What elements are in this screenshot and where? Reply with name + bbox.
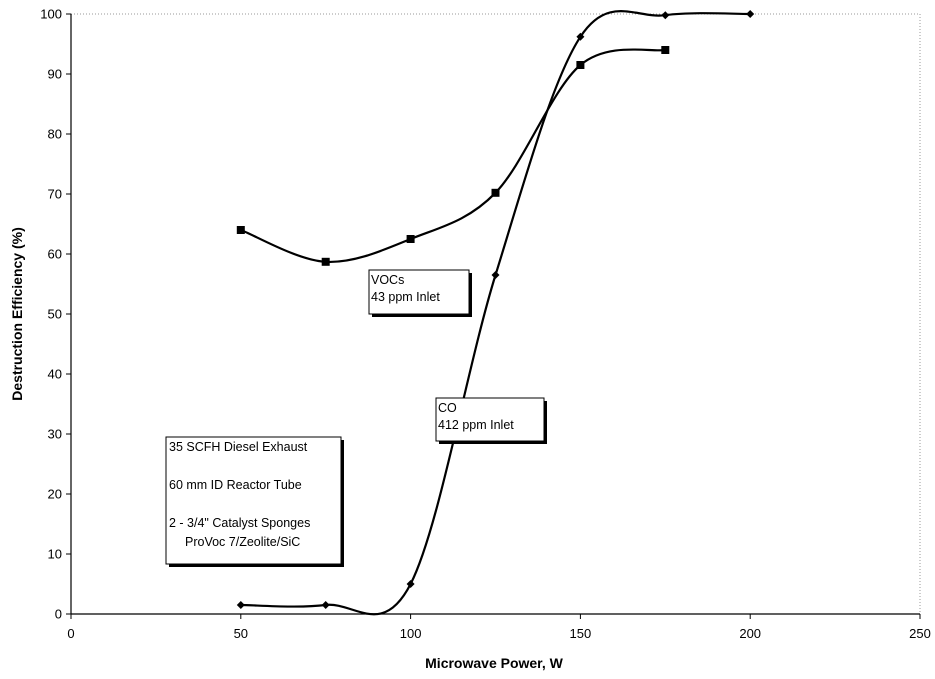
y-tick-label: 30 — [48, 427, 62, 442]
x-tick-label: 100 — [400, 626, 422, 641]
data-point-co — [406, 580, 415, 588]
annotation-box — [368, 269, 470, 315]
data-point-co — [576, 32, 585, 41]
annotation-text: 60 mm ID Reactor Tube — [169, 478, 302, 492]
annotation-conditions: 35 SCFH Diesel Exhaust 60 mm ID Reactor T… — [165, 436, 344, 567]
x-tick-label: 50 — [234, 626, 248, 641]
data-point-co — [236, 601, 245, 609]
data-point-vocs — [406, 235, 415, 243]
y-tick-label: 50 — [48, 307, 62, 322]
annotation-text: 43 ppm Inlet — [371, 290, 440, 304]
data-point-co — [321, 601, 330, 609]
data-point-co — [746, 10, 755, 18]
data-point-vocs — [576, 61, 585, 69]
data-point-vocs — [321, 257, 330, 266]
series-line-co — [240, 10, 751, 616]
annotation-box — [165, 436, 342, 565]
y-axis-title: Destruction Efficiency (%) — [9, 227, 25, 400]
annotation-layer: VOCs 43 ppm Inlet CO 412 ppm Inlet 35 SCFH D… — [165, 269, 547, 567]
y-tick-label: 70 — [48, 187, 62, 202]
annotation-box — [435, 397, 545, 442]
x-axis: 0 50 100 150 200 250 — [67, 614, 931, 641]
x-axis-title: Microwave Power, W — [425, 655, 563, 671]
y-tick-label: 100 — [40, 7, 62, 22]
y-tick-label: 80 — [48, 127, 62, 142]
y-tick-label: 40 — [48, 367, 62, 382]
x-tick-label: 200 — [739, 626, 761, 641]
annotation-vocs: VOCs 43 ppm Inlet — [368, 269, 472, 317]
y-axis: 0 10 20 30 40 50 60 70 80 90 100 — [40, 7, 71, 622]
x-tick-label: 250 — [909, 626, 931, 641]
data-point-vocs — [236, 226, 245, 234]
data-point-vocs — [661, 46, 670, 54]
annotation-text: CO — [438, 401, 457, 415]
annotation-text: 35 SCFH Diesel Exhaust — [169, 440, 308, 454]
annotation-text: 412 ppm Inlet — [438, 418, 514, 432]
series-layer — [236, 10, 755, 616]
series-vocs — [236, 46, 670, 266]
data-point-co — [491, 271, 500, 279]
series-line-vocs — [240, 48, 666, 263]
annotation-co: CO 412 ppm Inlet — [435, 397, 547, 444]
annotation-text: ProVoc 7/Zeolite/SiC — [185, 535, 300, 549]
data-point-vocs — [491, 188, 500, 197]
y-tick-label: 10 — [48, 547, 62, 562]
y-tick-label: 20 — [48, 487, 62, 502]
y-tick-label: 60 — [48, 247, 62, 262]
y-tick-label: 0 — [55, 607, 62, 622]
y-tick-label: 90 — [48, 67, 62, 82]
x-tick-label: 150 — [570, 626, 592, 641]
x-tick-label: 0 — [67, 626, 74, 641]
annotation-text: 2 - 3/4" Catalyst Sponges — [169, 516, 310, 530]
data-point-co — [661, 11, 670, 20]
series-co — [236, 10, 755, 616]
annotation-text: VOCs — [371, 273, 404, 287]
